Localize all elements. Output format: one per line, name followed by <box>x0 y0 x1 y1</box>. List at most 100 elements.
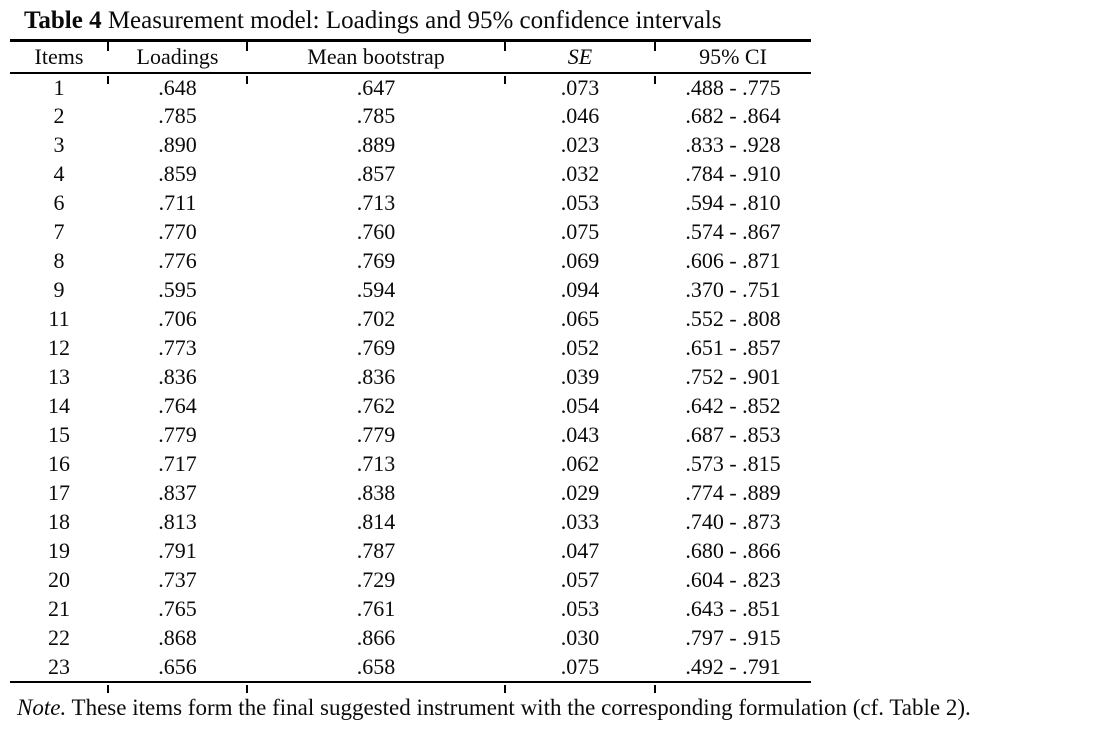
loading-cell: .595 <box>158 277 197 302</box>
table-row: 23.656.658.075.492 - .791 <box>10 652 811 683</box>
item-cell: 6 <box>53 190 65 215</box>
item-cell: 21 <box>48 596 70 621</box>
column-tick <box>246 76 248 84</box>
ci-cell: .573 - .815 <box>685 451 781 476</box>
mean-bootstrap-cell: .889 <box>356 132 396 157</box>
mean-bootstrap-cell: .647 <box>356 74 396 100</box>
mean-bootstrap-cell: .658 <box>247 652 505 683</box>
mean-bootstrap-cell: .594 <box>356 277 396 302</box>
item-cell: 14 <box>48 393 70 418</box>
loading-cell: .648 <box>158 74 197 100</box>
se-cell: .032 <box>560 161 600 186</box>
mean-bootstrap-cell: .785 <box>356 103 396 128</box>
ci-cell: .797 - .915 <box>685 625 781 650</box>
column-header-se: SE <box>505 40 655 74</box>
table-row: 9 .595 .594 .094 .370 - .751 <box>10 276 811 305</box>
table-row: 19 .791 .787 .047 .680 - .866 <box>10 537 811 566</box>
item-cell: 1 <box>53 74 65 100</box>
loading-cell: .737 <box>158 567 197 592</box>
se-cell: .046 <box>560 103 600 128</box>
table-row: 13 .836 .836 .039 .752 - .901 <box>10 363 811 392</box>
item-cell: 11 <box>48 306 70 331</box>
item-cell: 2 <box>53 103 65 128</box>
ci-cell: .680 - .866 <box>685 538 781 563</box>
loading-cell: .836 <box>158 364 197 389</box>
column-tick <box>654 76 656 84</box>
item-cell: 18 <box>48 509 70 534</box>
table-row: 3 .890 .889 .023 .833 - .928 <box>10 131 811 160</box>
mean-bootstrap-cell: .702 <box>356 306 396 331</box>
table-title-text: Measurement model: Loadings and 95% conf… <box>101 7 722 34</box>
loading-cell: .711 <box>158 190 197 215</box>
se-cell: .075 <box>505 652 655 683</box>
mean-bootstrap-cell: .769 <box>356 335 396 360</box>
se-cell: .075 <box>560 219 600 244</box>
mean-bootstrap-cell: .836 <box>356 364 396 389</box>
se-cell: .053 <box>560 596 600 621</box>
ci-cell: .574 - .867 <box>685 219 781 244</box>
mean-bootstrap-cell: .762 <box>356 393 396 418</box>
table-row: 11 .706 .702 .065 .552 - .808 <box>10 305 811 334</box>
item-cell: 7 <box>53 219 65 244</box>
item-cell: 3 <box>53 132 65 157</box>
item-cell: 8 <box>53 248 65 273</box>
loading-cell: .791 <box>158 538 197 563</box>
mean-bootstrap-cell: .779 <box>356 422 396 447</box>
ci-cell: .651 - .857 <box>685 335 781 360</box>
se-cell: .033 <box>560 509 600 534</box>
table-row: 15 .779 .779 .043 .687 - .853 <box>10 421 811 450</box>
item-cell: 4 <box>53 161 65 186</box>
table-note: Note. These items form the final suggest… <box>17 693 1097 723</box>
mean-bootstrap-cell: .857 <box>356 161 396 186</box>
column-tick <box>246 42 248 51</box>
column-header-loadings: Loadings <box>108 40 247 74</box>
ci-cell: .370 - .751 <box>685 277 781 302</box>
loading-cell: .656 <box>108 652 247 683</box>
loading-cell: .717 <box>158 451 197 476</box>
se-cell: .047 <box>560 538 600 563</box>
se-cell: .094 <box>560 277 600 302</box>
table-row: 1 .648 .647 .073 .488 - .775 <box>10 73 811 102</box>
table-row: 6 .711 .713 .053 .594 - .810 <box>10 189 811 218</box>
loading-cell: .837 <box>158 480 197 505</box>
mean-bootstrap-cell: .787 <box>356 538 396 563</box>
item-cell: 19 <box>48 538 70 563</box>
se-cell: .029 <box>560 480 600 505</box>
loading-cell: .776 <box>158 248 197 273</box>
table-row: 2 .785 .785 .046 .682 - .864 <box>10 102 811 131</box>
mean-bootstrap-cell: .769 <box>356 248 396 273</box>
item-cell: 13 <box>48 364 70 389</box>
mean-bootstrap-cell: .866 <box>356 625 396 650</box>
table-row: 8 .776 .769 .069 .606 - .871 <box>10 247 811 276</box>
column-tick <box>504 76 506 84</box>
column-header-mean-bootstrap: Mean bootstrap <box>247 40 505 74</box>
item-cell: 9 <box>53 277 65 302</box>
column-tick <box>504 685 506 693</box>
ci-cell: .642 - .852 <box>685 393 781 418</box>
se-cell: .052 <box>560 335 600 360</box>
item-cell: 12 <box>48 335 70 360</box>
column-tick <box>654 42 656 51</box>
ci-cell: .833 - .928 <box>685 132 781 157</box>
mean-bootstrap-cell: .814 <box>356 509 396 534</box>
ci-cell: .740 - .873 <box>685 509 781 534</box>
table-row: 17 .837 .838 .029 .774 - .889 <box>10 479 811 508</box>
item-cell: 22 <box>48 625 70 650</box>
item-cell: 15 <box>48 422 70 447</box>
column-tick <box>107 76 109 84</box>
se-cell: .073 <box>560 74 600 100</box>
se-cell: .023 <box>560 132 600 157</box>
column-tick <box>654 685 656 693</box>
ci-cell: .488 - .775 <box>685 74 781 100</box>
table-row: 16 .717 .713 .062 .573 - .815 <box>10 450 811 479</box>
se-cell: .062 <box>560 451 600 476</box>
mean-bootstrap-cell: .838 <box>356 480 396 505</box>
loading-cell: .868 <box>158 625 197 650</box>
table-row: 18 .813 .814 .033 .740 - .873 <box>10 508 811 537</box>
table-row: 7 .770 .760 .075 .574 - .867 <box>10 218 811 247</box>
measurement-table: Items Loadings Mean bootstrap SE 95% CI … <box>10 39 811 683</box>
column-header-items: Items <box>10 40 108 74</box>
loading-cell: .890 <box>158 132 197 157</box>
ci-cell: .594 - .810 <box>685 190 781 215</box>
column-tick <box>107 685 109 693</box>
